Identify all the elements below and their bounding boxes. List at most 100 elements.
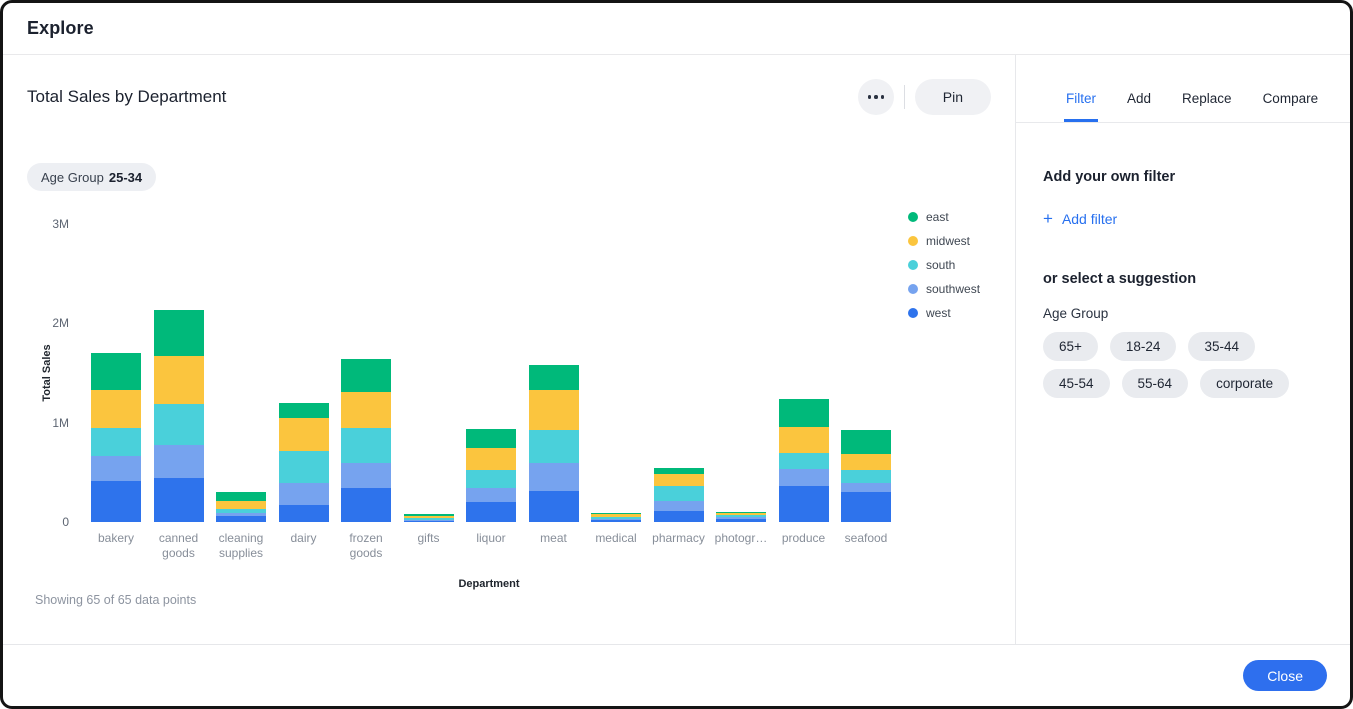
bar-segment-midwest[interactable] <box>778 426 829 453</box>
bar-dairy[interactable] <box>273 402 335 522</box>
bar-segment-east[interactable] <box>216 492 266 501</box>
bar-segment-midwest[interactable] <box>841 453 891 470</box>
bar-segment-south[interactable] <box>341 427 391 464</box>
pin-button[interactable]: Pin <box>914 79 991 115</box>
bar-segment-southwest[interactable] <box>278 482 329 505</box>
bar-segment-midwest[interactable] <box>278 418 329 451</box>
bar-segment-east[interactable] <box>91 352 141 390</box>
bar-segment-west[interactable] <box>841 491 891 522</box>
bar-segment-midwest[interactable] <box>153 356 204 404</box>
bar-segment-east[interactable] <box>841 429 891 454</box>
bar-segment-south[interactable] <box>403 517 454 520</box>
legend-item-southwest[interactable]: southwest <box>908 277 980 301</box>
legend-item-west[interactable]: west <box>908 301 980 325</box>
bar-segment-south[interactable] <box>591 517 641 519</box>
bar-segment-west[interactable] <box>91 481 141 522</box>
bar-segment-east[interactable] <box>278 402 329 419</box>
suggestion-chip-65-[interactable]: 65+ <box>1043 332 1098 361</box>
bar-segment-west[interactable] <box>591 520 641 522</box>
bar-segment-east[interactable] <box>716 511 766 514</box>
suggestion-chip-45-54[interactable]: 45-54 <box>1043 369 1110 398</box>
bar-segment-west[interactable] <box>403 520 454 522</box>
x-tick-frozen-goods: frozen goods <box>349 531 383 560</box>
bar-segment-southwest[interactable] <box>778 469 829 487</box>
bar-segment-west[interactable] <box>653 511 704 522</box>
stacked-bar-chart: Total Sales Department east midwest south s… <box>27 203 991 590</box>
bar-segment-east[interactable] <box>653 468 704 474</box>
bar-segment-east[interactable] <box>591 513 641 515</box>
tab-filter[interactable]: Filter <box>1064 91 1098 122</box>
bar-segment-south[interactable] <box>466 470 516 489</box>
suggestion-chip-55-64[interactable]: 55-64 <box>1121 369 1189 398</box>
bar-segment-west[interactable] <box>278 504 329 522</box>
bar-segment-east[interactable] <box>778 398 829 427</box>
tab-replace[interactable]: Replace <box>1180 91 1234 122</box>
bar-cleaning-supplies[interactable] <box>210 492 272 522</box>
bar-segment-midwest[interactable] <box>653 473 704 486</box>
legend-item-east[interactable]: east <box>908 205 980 229</box>
more-options-button[interactable] <box>857 79 894 115</box>
bar-segment-midwest[interactable] <box>403 516 454 518</box>
bar-bakery[interactable] <box>85 352 147 522</box>
bar-segment-south[interactable] <box>528 429 579 464</box>
bar-segment-midwest[interactable] <box>528 389 579 430</box>
bar-segment-midwest[interactable] <box>341 391 391 428</box>
legend-item-south[interactable]: south <box>908 253 980 277</box>
bar-segment-southwest[interactable] <box>403 519 454 521</box>
bar-segment-midwest[interactable] <box>591 514 641 518</box>
bar-segment-south[interactable] <box>91 427 141 456</box>
bar-meat[interactable] <box>523 365 585 522</box>
bar-segment-south[interactable] <box>216 508 266 513</box>
applied-filter-chip[interactable]: Age Group 25-34 <box>27 163 157 191</box>
bar-segment-south[interactable] <box>778 452 829 470</box>
bar-segment-southwest[interactable] <box>466 488 516 503</box>
bar-medical[interactable] <box>585 513 647 522</box>
suggestion-chip-18-24[interactable]: 18-24 <box>1109 332 1177 361</box>
bar-segment-west[interactable] <box>216 516 266 522</box>
bar-segment-east[interactable] <box>466 428 516 448</box>
bar-seafood[interactable] <box>835 429 897 522</box>
bar-segment-south[interactable] <box>716 515 766 518</box>
bar-segment-south[interactable] <box>653 485 704 502</box>
close-button[interactable]: Close <box>1243 660 1327 691</box>
bar-segment-midwest[interactable] <box>716 513 766 516</box>
bar-segment-south[interactable] <box>153 403 204 446</box>
bar-segment-east[interactable] <box>403 514 454 517</box>
bar-segment-east[interactable] <box>153 310 204 357</box>
bar-segment-west[interactable] <box>341 488 391 522</box>
bar-gifts[interactable] <box>398 514 460 522</box>
bar-segment-southwest[interactable] <box>91 455 141 482</box>
tab-compare[interactable]: Compare <box>1261 91 1321 122</box>
bar-segment-west[interactable] <box>716 519 766 522</box>
bar-segment-southwest[interactable] <box>591 518 641 521</box>
bar-segment-southwest[interactable] <box>716 517 766 520</box>
bar-segment-south[interactable] <box>278 451 329 483</box>
add-filter-button[interactable]: + Add filter <box>1043 210 1117 227</box>
bar-segment-east[interactable] <box>528 365 579 390</box>
suggestion-chip-35-44[interactable]: 35-44 <box>1188 332 1255 361</box>
bar-segment-west[interactable] <box>778 486 829 522</box>
bar-segment-west[interactable] <box>528 491 579 522</box>
suggestion-chip-corporate[interactable]: corporate <box>1200 369 1290 398</box>
bar-segment-west[interactable] <box>153 477 204 522</box>
bar-segment-southwest[interactable] <box>653 501 704 512</box>
legend-item-midwest[interactable]: midwest <box>908 229 980 253</box>
bar-frozen-goods[interactable] <box>335 359 397 522</box>
bar-segment-southwest[interactable] <box>216 512 266 517</box>
bar-segment-south[interactable] <box>841 469 891 483</box>
bar-pharmacy[interactable] <box>648 468 710 522</box>
bar-produce[interactable] <box>773 398 835 522</box>
bar-segment-midwest[interactable] <box>466 447 516 471</box>
bar-segment-midwest[interactable] <box>216 500 266 509</box>
bar-segment-west[interactable] <box>466 502 516 522</box>
bar-photogr-[interactable] <box>710 511 772 522</box>
bar-liquor[interactable] <box>460 428 522 522</box>
bar-segment-southwest[interactable] <box>841 482 891 492</box>
tab-add[interactable]: Add <box>1125 91 1153 122</box>
bar-segment-east[interactable] <box>341 359 391 392</box>
bar-segment-southwest[interactable] <box>341 463 391 489</box>
bar-segment-midwest[interactable] <box>91 389 141 428</box>
bar-segment-southwest[interactable] <box>528 463 579 492</box>
bar-segment-southwest[interactable] <box>153 445 204 478</box>
bar-canned-goods[interactable] <box>148 310 210 522</box>
